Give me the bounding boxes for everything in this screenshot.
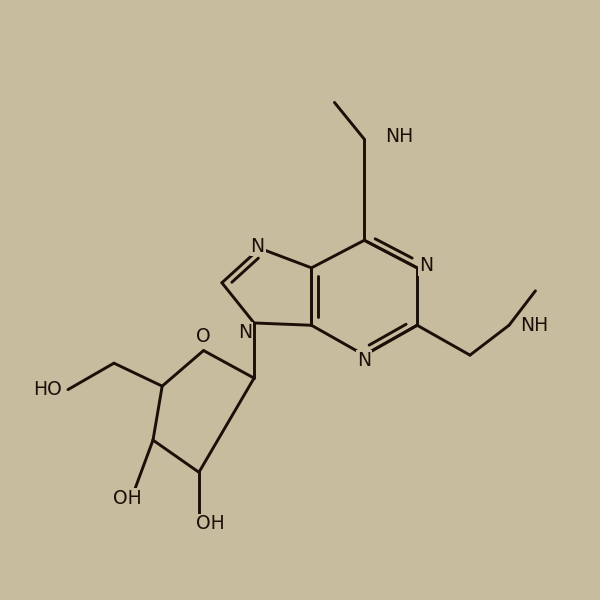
Text: NH: NH xyxy=(521,316,549,335)
Text: O: O xyxy=(196,327,211,346)
Text: N: N xyxy=(357,352,371,370)
Text: OH: OH xyxy=(113,489,142,508)
Text: HO: HO xyxy=(34,380,62,399)
Text: OH: OH xyxy=(196,514,225,533)
Text: N: N xyxy=(419,256,433,275)
Text: N: N xyxy=(238,323,252,341)
Text: NH: NH xyxy=(385,127,413,146)
Text: N: N xyxy=(250,236,265,256)
